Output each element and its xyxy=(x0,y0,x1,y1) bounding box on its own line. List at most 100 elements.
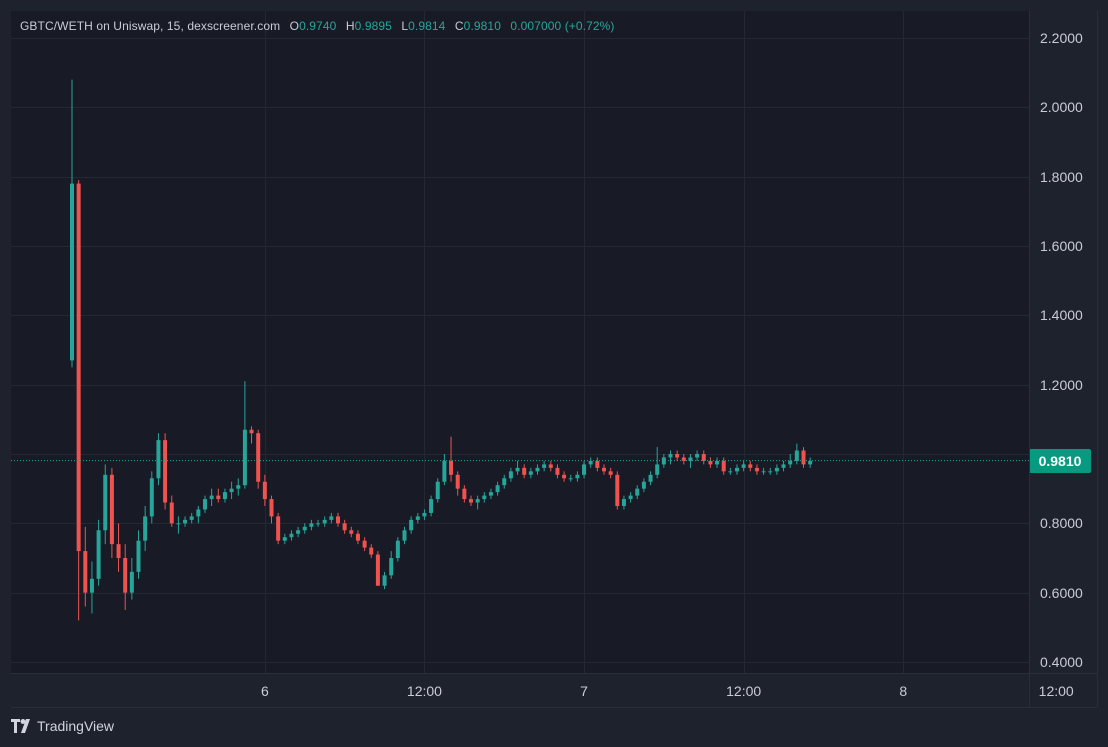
symbol-legend: GBTC/WETH on Uniswap, 15, dexscreener.co… xyxy=(20,19,615,33)
candle-body xyxy=(435,481,440,500)
candle-body xyxy=(349,530,354,534)
close-key: C xyxy=(454,19,464,33)
candle-body xyxy=(222,492,227,500)
candle-body xyxy=(302,526,307,531)
candle-body xyxy=(189,516,194,520)
close-value: 0.9810 xyxy=(463,19,501,33)
candle-body xyxy=(535,467,540,472)
candle-body xyxy=(129,571,134,593)
candle-body xyxy=(70,183,74,361)
plot-area[interactable] xyxy=(11,11,1029,673)
candle-body xyxy=(761,471,766,473)
candle-body xyxy=(276,516,281,541)
candle-body xyxy=(229,488,234,493)
axis-divider-horizontal xyxy=(11,673,1097,674)
candle-body xyxy=(96,530,101,579)
candle-body xyxy=(116,544,121,558)
candle-body xyxy=(375,554,380,586)
candle-body xyxy=(402,530,407,541)
x-tick-label: 6 xyxy=(260,683,269,699)
candle-body xyxy=(169,502,174,524)
candle-body xyxy=(575,474,580,479)
candle-body xyxy=(429,499,434,513)
candle-body xyxy=(801,450,806,465)
candle-body xyxy=(109,474,114,545)
candle-body xyxy=(548,464,553,468)
candle-body xyxy=(83,551,88,593)
y-tick-label: 0.4000 xyxy=(1040,654,1083,670)
candle-body xyxy=(562,474,567,479)
candle-body xyxy=(661,457,666,465)
y-tick-label: 0.8000 xyxy=(1040,515,1083,532)
candle-body xyxy=(555,467,560,475)
candle-body xyxy=(675,454,680,458)
candle-body xyxy=(522,467,527,475)
candle-body xyxy=(681,457,686,461)
candle-body xyxy=(701,454,706,461)
low-value: 0.9814 xyxy=(408,19,446,33)
candle-body xyxy=(508,471,513,479)
candle-body xyxy=(269,499,274,517)
high-value: 0.9895 xyxy=(354,19,392,33)
last-price-label: 0.9810 xyxy=(1029,448,1091,473)
candle-body xyxy=(455,474,460,489)
candle-body xyxy=(721,460,726,472)
candle-body xyxy=(774,467,779,472)
candle-body xyxy=(203,499,207,510)
candlestick-chart[interactable] xyxy=(11,11,1029,673)
open-key: O xyxy=(289,19,300,33)
brand-name: TradingView xyxy=(37,718,115,734)
candle-body xyxy=(249,429,254,434)
candle-body xyxy=(242,429,247,486)
candle-body xyxy=(143,516,148,541)
candle-body xyxy=(89,578,94,593)
candle-body xyxy=(355,533,360,541)
candle-body xyxy=(415,516,420,520)
time-axis[interactable]: 6 12:00 7 12:00 8 12:00 xyxy=(11,673,1074,707)
candle-body xyxy=(542,464,547,468)
candle-body xyxy=(209,495,214,500)
candle-body xyxy=(442,460,447,482)
x-tick-label: 7 xyxy=(580,683,588,699)
candle-body xyxy=(149,478,154,517)
y-tick-label: 1.2000 xyxy=(1040,376,1083,393)
y-tick-label: 2.2000 xyxy=(1040,30,1083,46)
candle-body xyxy=(615,474,620,506)
candle-body xyxy=(262,481,267,500)
low-key: L xyxy=(401,19,409,33)
candle-body xyxy=(462,488,467,500)
candle-body xyxy=(183,519,188,524)
x-tick-label: 12:00 xyxy=(726,683,762,699)
candle-body xyxy=(196,509,201,517)
candle-body xyxy=(449,460,454,475)
frame-bottom-border xyxy=(11,707,1097,708)
candle-body xyxy=(216,495,221,500)
candle-body xyxy=(76,183,81,552)
high-key: H xyxy=(345,19,355,33)
candle-body xyxy=(668,454,673,458)
candle-body xyxy=(582,464,587,475)
candle-body xyxy=(635,488,640,496)
y-tick-label: 1.4000 xyxy=(1040,307,1083,324)
candle-body xyxy=(369,547,374,555)
candle-body xyxy=(296,530,301,534)
candle-body xyxy=(628,495,633,500)
candle-body xyxy=(588,460,593,465)
candle-body xyxy=(655,464,660,475)
open-value: 0.9740 xyxy=(299,19,337,33)
candle-body xyxy=(422,512,427,517)
candle-body xyxy=(748,464,753,468)
candle-body xyxy=(621,499,626,506)
candle-body xyxy=(788,460,793,465)
candle-body xyxy=(282,537,287,541)
candle-body xyxy=(695,454,700,458)
candle-body xyxy=(309,523,314,527)
candle-body xyxy=(688,457,693,461)
candle-body xyxy=(794,450,799,461)
candle-body xyxy=(289,533,294,538)
axis-divider-vertical xyxy=(1029,11,1030,707)
x-tick-label: 12:00 xyxy=(1038,683,1074,699)
candle-body xyxy=(728,471,733,473)
tradingview-brand[interactable]: TradingView xyxy=(11,718,114,734)
candle-body xyxy=(808,460,813,465)
